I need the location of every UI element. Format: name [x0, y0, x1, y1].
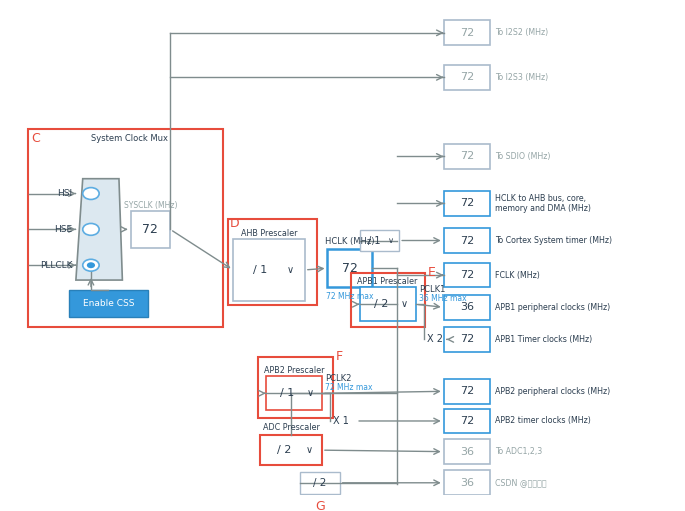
Text: 72: 72	[460, 28, 474, 38]
Text: ∨: ∨	[401, 299, 408, 309]
Polygon shape	[76, 179, 123, 280]
Text: AHB Prescaler: AHB Prescaler	[240, 228, 297, 238]
Text: To Cortex System timer (MHz): To Cortex System timer (MHz)	[495, 236, 612, 245]
Text: 36: 36	[460, 302, 474, 312]
Text: / 1: / 1	[368, 236, 380, 245]
Text: ∨: ∨	[388, 236, 395, 245]
FancyBboxPatch shape	[444, 379, 490, 404]
Text: 72: 72	[142, 223, 158, 236]
Circle shape	[83, 259, 99, 271]
FancyBboxPatch shape	[327, 249, 372, 288]
FancyBboxPatch shape	[444, 471, 490, 495]
Text: HCLK (MHz): HCLK (MHz)	[325, 237, 375, 246]
Text: 72: 72	[460, 334, 474, 344]
Text: 36: 36	[460, 447, 474, 457]
Text: To I2S2 (MHz): To I2S2 (MHz)	[495, 28, 548, 37]
Text: To ADC1,2,3: To ADC1,2,3	[495, 447, 543, 456]
Text: 72: 72	[460, 198, 474, 208]
Text: / 2: / 2	[313, 478, 327, 488]
Text: APB1 peripheral clocks (MHz): APB1 peripheral clocks (MHz)	[495, 303, 610, 312]
Text: C: C	[32, 132, 40, 145]
Text: ADC Prescaler: ADC Prescaler	[263, 423, 320, 432]
Text: 72: 72	[460, 416, 474, 426]
Text: APB1 Prescaler: APB1 Prescaler	[358, 277, 418, 286]
Text: APB2 timer clocks (MHz): APB2 timer clocks (MHz)	[495, 416, 590, 426]
Text: 36 MHz max: 36 MHz max	[419, 294, 466, 303]
Circle shape	[83, 188, 99, 199]
Text: 72: 72	[460, 73, 474, 82]
FancyBboxPatch shape	[300, 472, 340, 494]
FancyBboxPatch shape	[444, 20, 490, 45]
Text: HCLK to AHB bus, core,
memory and DMA (MHz): HCLK to AHB bus, core, memory and DMA (M…	[495, 194, 591, 213]
Text: / 2: / 2	[277, 445, 291, 455]
FancyBboxPatch shape	[360, 288, 416, 321]
FancyBboxPatch shape	[260, 435, 322, 466]
FancyBboxPatch shape	[233, 239, 305, 301]
Text: APB1 Timer clocks (MHz): APB1 Timer clocks (MHz)	[495, 335, 592, 344]
Text: HSI: HSI	[58, 189, 73, 198]
FancyBboxPatch shape	[360, 229, 399, 251]
Text: 36: 36	[460, 478, 474, 488]
FancyBboxPatch shape	[266, 377, 322, 410]
Circle shape	[83, 223, 99, 235]
Text: PCLK2: PCLK2	[325, 374, 352, 383]
Text: G: G	[315, 500, 325, 511]
Text: ∨: ∨	[287, 265, 294, 275]
Text: D: D	[229, 217, 239, 230]
Text: / 1: / 1	[253, 265, 268, 275]
Text: CSDN @正点原子: CSDN @正点原子	[495, 478, 547, 487]
Text: HSE: HSE	[54, 225, 73, 234]
Text: 72: 72	[460, 151, 474, 161]
Text: F: F	[336, 350, 342, 363]
FancyBboxPatch shape	[444, 439, 490, 464]
Text: 72: 72	[460, 270, 474, 280]
FancyBboxPatch shape	[444, 409, 490, 433]
Text: 72 MHz max: 72 MHz max	[326, 292, 373, 301]
Text: SYSCLK (MHz): SYSCLK (MHz)	[124, 201, 177, 210]
Text: 72 MHz max: 72 MHz max	[325, 383, 373, 392]
Text: X 2: X 2	[427, 334, 443, 344]
FancyBboxPatch shape	[444, 327, 490, 352]
Text: FCLK (MHz): FCLK (MHz)	[495, 271, 540, 280]
FancyBboxPatch shape	[69, 290, 148, 317]
Text: 72: 72	[460, 386, 474, 397]
FancyBboxPatch shape	[444, 144, 490, 169]
Text: APB2 Prescaler: APB2 Prescaler	[264, 366, 324, 375]
FancyBboxPatch shape	[444, 65, 490, 90]
Text: / 1: / 1	[280, 388, 295, 398]
FancyBboxPatch shape	[444, 191, 490, 216]
Text: 72: 72	[460, 236, 474, 245]
Circle shape	[87, 262, 95, 268]
Text: ∨: ∨	[306, 445, 313, 455]
Text: ∨: ∨	[307, 388, 314, 398]
Text: To SDIO (MHz): To SDIO (MHz)	[495, 152, 550, 161]
Text: System Clock Mux: System Clock Mux	[91, 134, 168, 143]
Text: APB2 peripheral clocks (MHz): APB2 peripheral clocks (MHz)	[495, 387, 610, 396]
Text: PCLK1: PCLK1	[419, 285, 445, 294]
Text: Enable CSS: Enable CSS	[83, 299, 134, 308]
Text: E: E	[428, 266, 436, 278]
FancyBboxPatch shape	[444, 263, 490, 288]
FancyBboxPatch shape	[444, 228, 490, 253]
FancyBboxPatch shape	[131, 211, 171, 248]
Text: PLLCLK: PLLCLK	[40, 261, 73, 270]
Text: 72: 72	[342, 262, 358, 275]
FancyBboxPatch shape	[444, 295, 490, 319]
Text: X 1: X 1	[333, 416, 349, 426]
Text: To I2S3 (MHz): To I2S3 (MHz)	[495, 73, 548, 82]
Text: / 2: / 2	[374, 299, 388, 309]
